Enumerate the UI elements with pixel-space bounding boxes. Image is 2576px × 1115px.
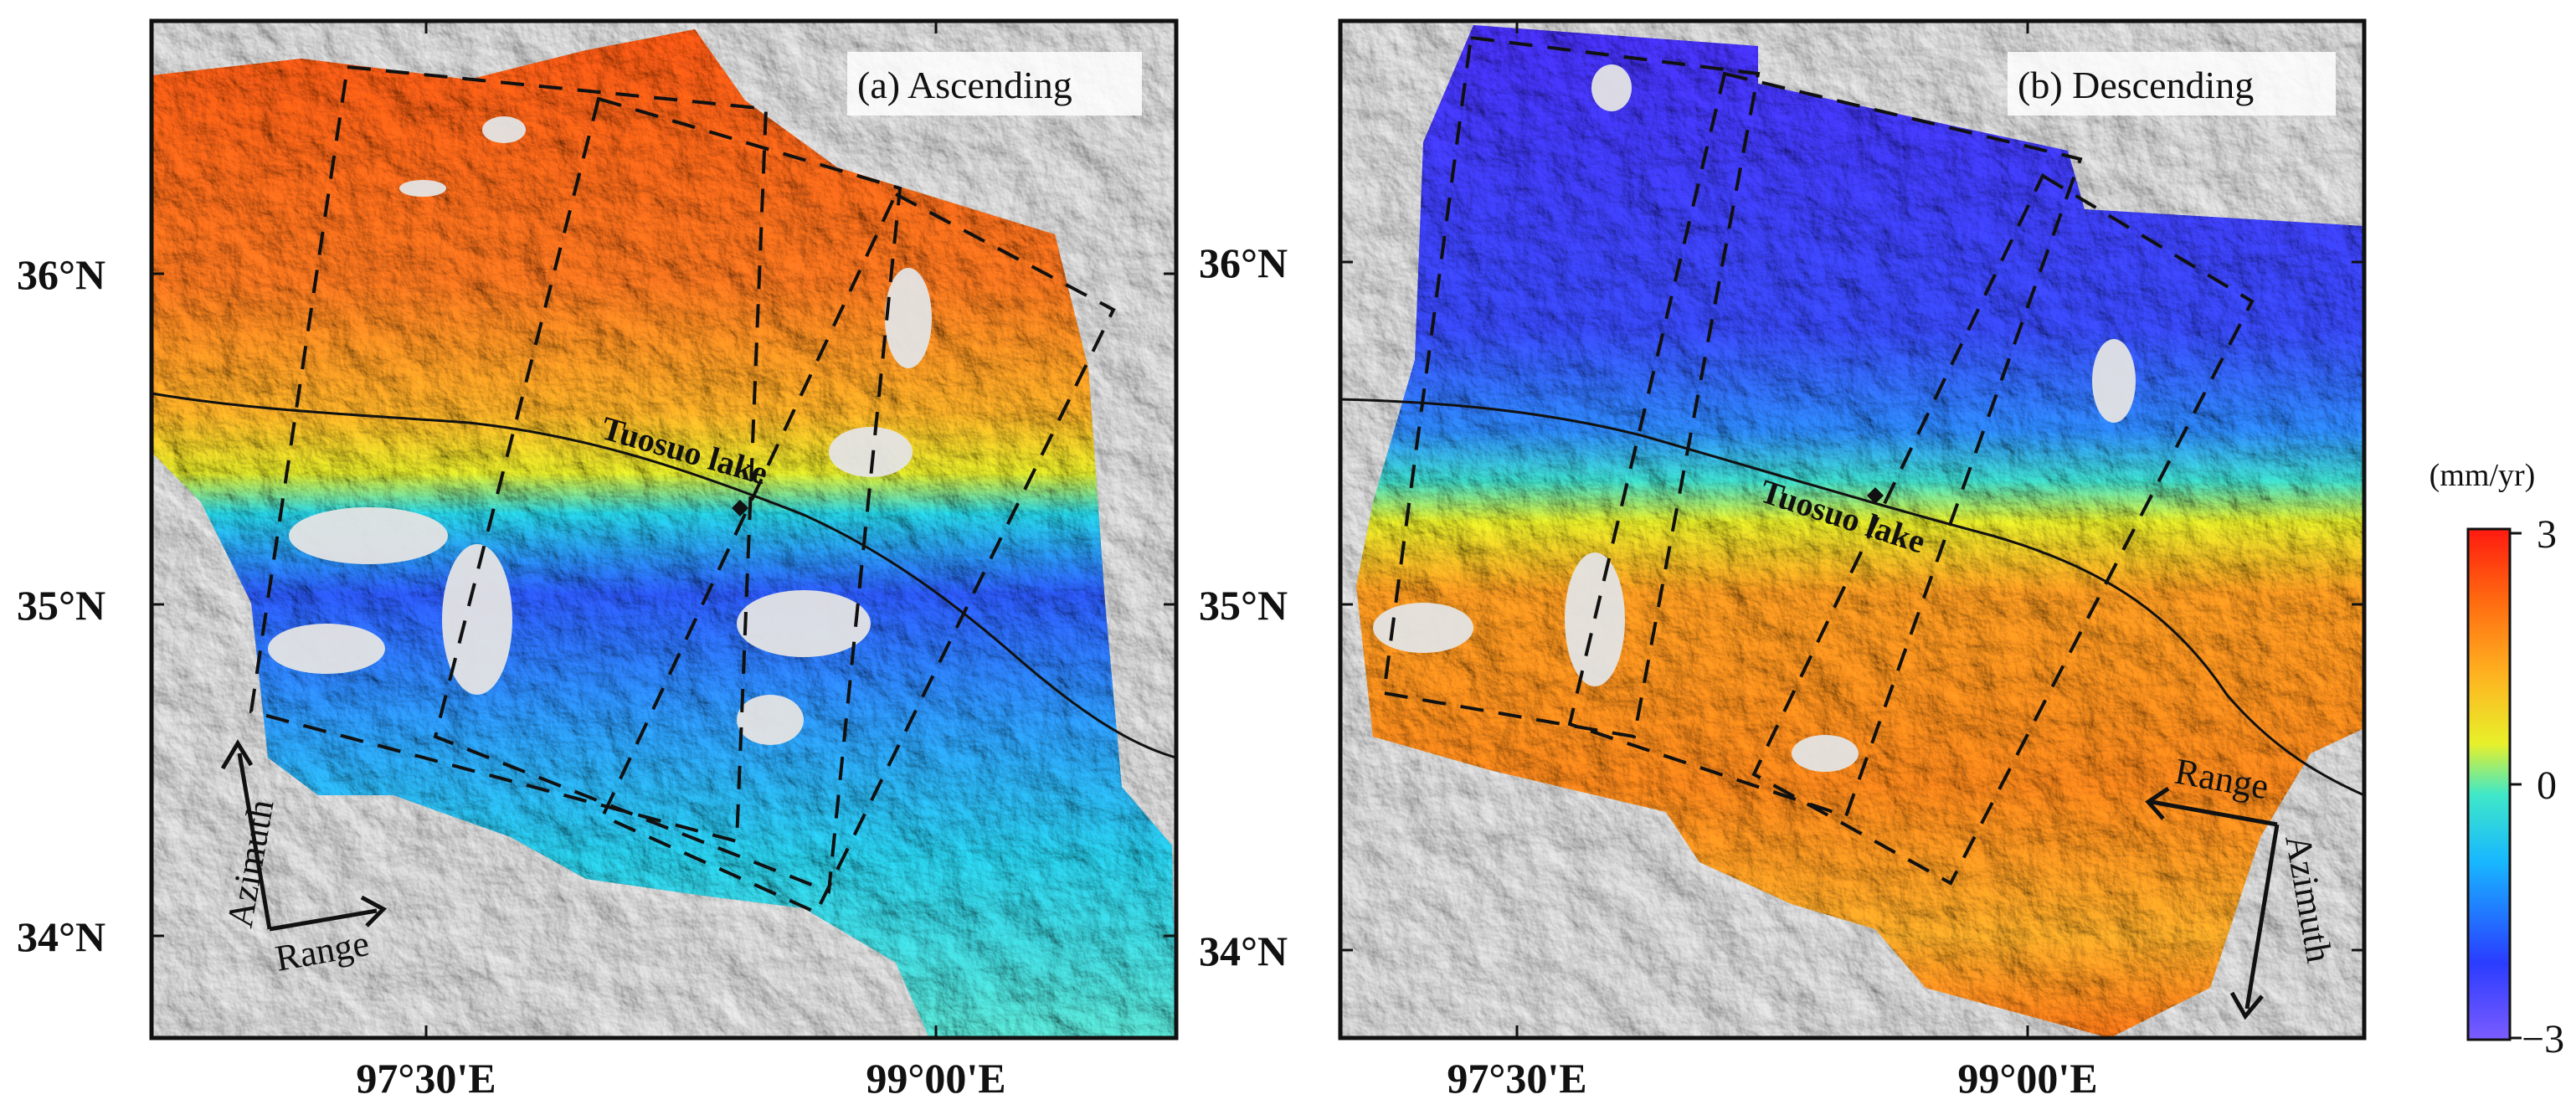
map-frame — [149, 18, 1179, 1040]
colorbar: (mm/yr) 3 0 −3 — [2429, 458, 2564, 1061]
lon-label-97-30: 97°30'E — [1447, 1055, 1586, 1102]
lat-label-35: 35°N — [1199, 582, 1288, 629]
colorbar-ramp — [2466, 527, 2512, 1041]
panel-title-box — [847, 52, 1142, 116]
lon-label-99-00: 99°00'E — [1957, 1055, 2097, 1102]
data-gaps — [268, 116, 932, 745]
frame-footprints — [249, 64, 1116, 915]
azimuth-arrow-icon — [2244, 824, 2280, 1010]
panel-title: (b) Descending — [2018, 64, 2254, 106]
graticule-ticks — [1340, 21, 2364, 1038]
lat-label-36: 36°N — [1199, 239, 1288, 286]
panel-title-box — [2008, 52, 2336, 116]
lon-label-97-30: 97°30'E — [356, 1055, 496, 1102]
fault-line — [1340, 398, 2364, 797]
panel-descending: (b) Descending Tuosuo lake 36°N 35°N 34°… — [1199, 18, 2367, 1102]
map-frame — [1338, 18, 2367, 1040]
frame-footprints — [1381, 35, 2255, 886]
graticule-ticks — [152, 21, 1176, 1038]
lake-marker-icon — [1867, 487, 1884, 504]
velocity-field — [1356, 25, 2364, 1038]
colorbar-min-label: −3 — [2522, 1017, 2564, 1061]
data-gaps — [1373, 64, 2136, 772]
colorbar-mid-label: 0 — [2537, 763, 2557, 808]
lat-label-34: 34°N — [17, 913, 105, 960]
colorbar-unit: (mm/yr) — [2429, 458, 2536, 493]
colorbar-max-label: 3 — [2537, 512, 2557, 557]
range-arrow-icon — [2151, 799, 2278, 827]
panel-ascending: (a) Ascending Tuosuo lake 36°N 35°N 34°N… — [17, 18, 1179, 1102]
lon-label-99-00: 99°00'E — [866, 1055, 1005, 1102]
panel-title: (a) Ascending — [857, 64, 1072, 106]
lat-label-35: 35°N — [17, 582, 105, 629]
lat-label-36: 36°N — [17, 251, 105, 298]
lat-label-34: 34°N — [1199, 927, 1288, 974]
lake-marker-icon — [732, 500, 748, 516]
range-arrow-icon — [269, 908, 378, 932]
azimuth-arrow-icon — [237, 753, 272, 930]
